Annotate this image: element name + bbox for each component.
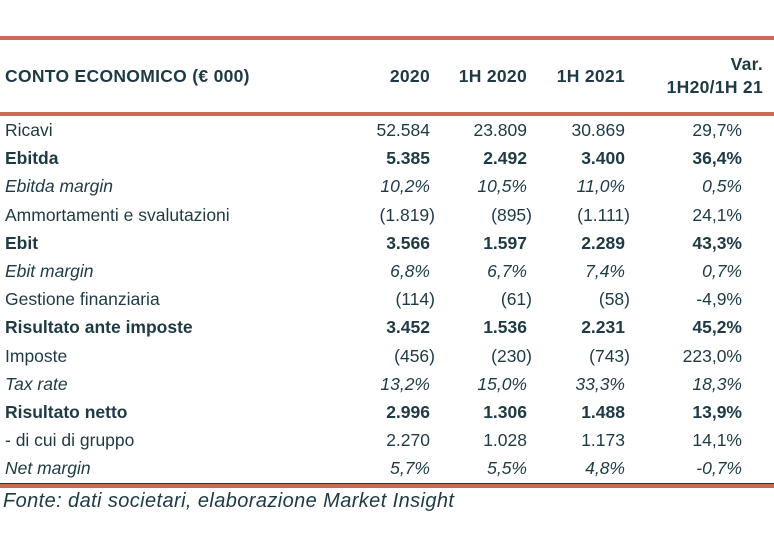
row-value: 11,0% bbox=[576, 176, 625, 197]
row-value: 223,0% bbox=[682, 345, 742, 366]
table-row: - di cui di gruppo 2.270 1.028 1.173 14,1% bbox=[0, 426, 774, 454]
var-label-line2: 1H20/1H 21 bbox=[666, 77, 763, 97]
row-value: 1.488 bbox=[581, 402, 625, 423]
row-value: -0,7% bbox=[696, 458, 742, 479]
table-body: Ricavi 52.584 23.809 30.869 29,7% Ebitda 5.385… bbox=[0, 114, 774, 483]
row-label: Net margin bbox=[5, 458, 91, 479]
report-table-page: CONTO ECONOMICO (€ 000) 2020 1H 2020 1H … bbox=[0, 36, 774, 551]
column-header-var: Var. 1H20/1H 21 bbox=[625, 40, 774, 116]
table-row: Tax rate 13,2% 15,0% 33,3% 18,3% bbox=[0, 370, 774, 398]
var-label-line1: Var. bbox=[730, 53, 763, 74]
row-label: Ebitda margin bbox=[5, 176, 113, 197]
row-value: 52.584 bbox=[376, 120, 430, 140]
row-value: 23.809 bbox=[473, 120, 527, 140]
row-value: 10,5% bbox=[477, 176, 527, 197]
row-label: Ricavi bbox=[5, 120, 53, 140]
row-label: Risultato netto bbox=[5, 402, 128, 423]
row-value: 6,7% bbox=[487, 261, 527, 282]
row-value: 18,3% bbox=[692, 373, 742, 394]
row-value: 24,1% bbox=[692, 204, 742, 225]
row-label: Imposte bbox=[5, 345, 68, 366]
row-value: 5,7% bbox=[390, 458, 430, 479]
row-value: 7,4% bbox=[585, 261, 625, 282]
row-value: (114) bbox=[395, 289, 435, 310]
row-value: 2.231 bbox=[581, 317, 625, 338]
table-row: Ebit margin 6,8% 6,7% 7,4% 0,7% bbox=[0, 257, 774, 285]
table-row: Ebitda 5.385 2.492 3.400 36,4% bbox=[0, 144, 774, 172]
row-value: 3.566 bbox=[386, 232, 430, 253]
row-value: 33,3% bbox=[575, 373, 625, 394]
column-header-1h-2021: 1H 2021 bbox=[527, 40, 625, 116]
column-header-1h-2020: 1H 2020 bbox=[430, 40, 527, 116]
table-row: Net margin 5,7% 5,5% 4,8% -0,7% bbox=[0, 454, 774, 482]
table-top-rule bbox=[0, 36, 774, 40]
table-row: Ebitda margin 10,2% 10,5% 11,0% 0,5% bbox=[0, 172, 774, 200]
row-value: 30.869 bbox=[571, 120, 625, 140]
row-value: (58) bbox=[598, 289, 630, 310]
row-value: 3.400 bbox=[581, 148, 625, 169]
row-value: 2.492 bbox=[483, 148, 527, 169]
row-value: (230) bbox=[491, 345, 532, 366]
row-value: (1.819) bbox=[379, 204, 435, 225]
row-value: 2.289 bbox=[581, 232, 625, 253]
row-value: 1.306 bbox=[483, 402, 527, 423]
row-value: 2.996 bbox=[386, 402, 430, 423]
row-value: 36,4% bbox=[692, 148, 742, 169]
row-value: 10,2% bbox=[380, 176, 430, 197]
table-header-row: CONTO ECONOMICO (€ 000) 2020 1H 2020 1H … bbox=[0, 40, 774, 116]
row-value: 5.385 bbox=[386, 148, 430, 169]
row-value: 13,9% bbox=[692, 402, 742, 423]
table-row: Ammortamenti e svalutazioni (1.819) (895) (… bbox=[0, 201, 774, 229]
row-value: (61) bbox=[500, 289, 532, 310]
table-bottom-rule-dark bbox=[0, 482, 774, 484]
row-value: 0,7% bbox=[702, 261, 742, 282]
row-value: (743) bbox=[589, 345, 630, 366]
row-value: 45,2% bbox=[692, 317, 742, 338]
row-value: 15,0% bbox=[477, 373, 527, 394]
table-row: Risultato ante imposte 3.452 1.536 2.231 45,… bbox=[0, 313, 774, 341]
row-value: 5,5% bbox=[487, 458, 527, 479]
table-row: Risultato netto 2.996 1.306 1.488 13,9% bbox=[0, 398, 774, 426]
row-value: (895) bbox=[491, 204, 532, 225]
table-row: Gestione finanziaria (114) (61) (58) -4,9% bbox=[0, 285, 774, 313]
row-label: - di cui di gruppo bbox=[5, 430, 135, 451]
row-value: 14,1% bbox=[692, 430, 742, 451]
row-value: (456) bbox=[394, 345, 435, 366]
source-note: Fonte: dati societari, elaborazione Mark… bbox=[3, 489, 455, 512]
row-value: 4,8% bbox=[585, 458, 625, 479]
row-label: Ammortamenti e svalutazioni bbox=[5, 204, 230, 225]
row-value: 1.536 bbox=[483, 317, 527, 338]
table-row: Ebit 3.566 1.597 2.289 43,3% bbox=[0, 229, 774, 257]
row-label: Risultato ante imposte bbox=[5, 317, 193, 338]
row-label: Ebitda bbox=[5, 148, 59, 169]
row-value: 13,2% bbox=[380, 373, 430, 394]
row-value: 1.597 bbox=[483, 232, 527, 253]
row-value: 29,7% bbox=[692, 120, 742, 140]
row-value: 2.270 bbox=[386, 430, 430, 451]
row-value: 1.173 bbox=[581, 430, 625, 451]
row-value: -4,9% bbox=[696, 289, 742, 310]
table-bottom-rule-accent bbox=[0, 483, 774, 488]
row-label: Ebit margin bbox=[5, 261, 94, 282]
row-label: Gestione finanziaria bbox=[5, 289, 160, 310]
row-label: Tax rate bbox=[5, 373, 68, 394]
row-value: 43,3% bbox=[692, 232, 742, 253]
table-row: Ricavi 52.584 23.809 30.869 29,7% bbox=[0, 114, 774, 144]
row-label: Ebit bbox=[5, 232, 39, 253]
row-value: (1.111) bbox=[577, 204, 630, 225]
row-value: 0,5% bbox=[702, 176, 742, 197]
table-row: Imposte (456) (230) (743) 223,0% bbox=[0, 342, 774, 370]
row-value: 3.452 bbox=[386, 317, 430, 338]
income-statement-table: CONTO ECONOMICO (€ 000) 2020 1H 2020 1H … bbox=[0, 40, 774, 483]
row-value: 1.028 bbox=[483, 430, 527, 451]
column-header-2020: 2020 bbox=[340, 40, 430, 116]
row-value: 6,8% bbox=[390, 261, 430, 282]
table-title: CONTO ECONOMICO (€ 000) bbox=[0, 40, 340, 116]
